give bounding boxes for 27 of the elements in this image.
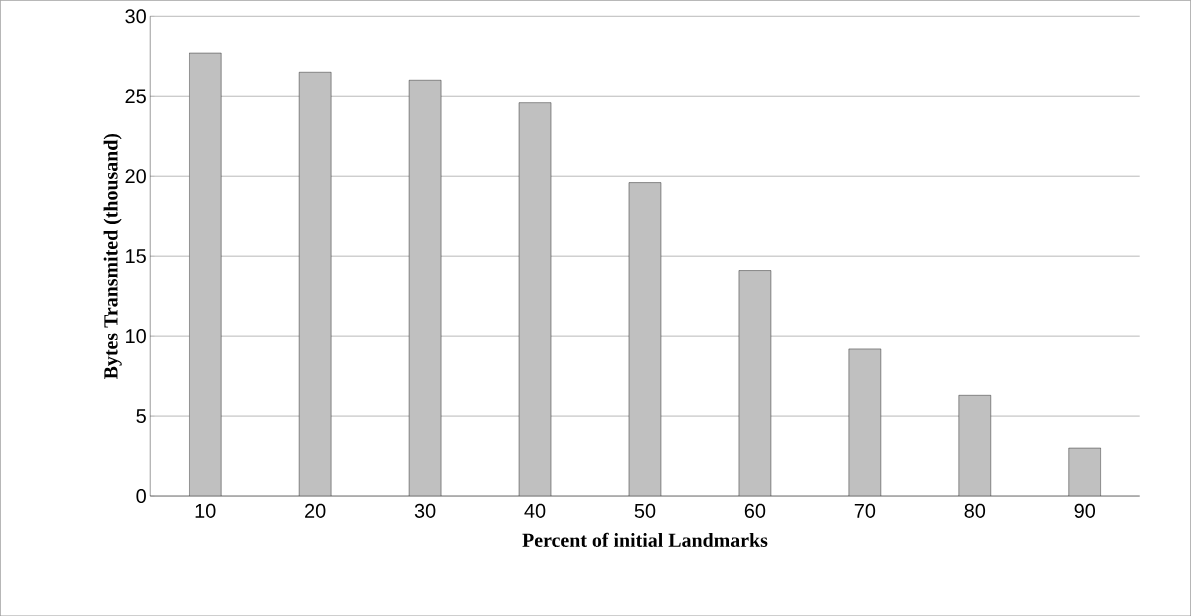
y-tick-label: 20 — [125, 169, 146, 184]
y-tick-label: 5 — [136, 409, 146, 423]
bar — [519, 102, 552, 496]
bar — [628, 182, 661, 496]
x-tick-label: 80 — [964, 503, 986, 518]
x-tick-label: 40 — [524, 503, 546, 518]
y-axis-title: Bytes Transmited (thousand) — [103, 133, 122, 379]
bar — [409, 80, 442, 496]
bar — [1068, 447, 1101, 496]
x-tick-label: 10 — [195, 503, 216, 518]
bar — [738, 270, 771, 496]
x-tick-label: 70 — [854, 503, 876, 518]
x-tick-label: 30 — [414, 503, 436, 518]
y-tick-label: 0 — [136, 488, 146, 503]
y-tick-label: 30 — [125, 9, 146, 24]
x-tick-label: 50 — [634, 503, 656, 518]
x-tick-label: 60 — [744, 503, 766, 518]
y-tick-label: 25 — [125, 89, 146, 104]
x-tick-label: 20 — [305, 503, 326, 518]
bar — [848, 348, 881, 496]
bar — [189, 52, 222, 496]
bar — [299, 72, 332, 496]
bar — [958, 395, 991, 496]
x-axis-title: Percent of initial Landmarks — [522, 532, 768, 547]
x-tick-label: 90 — [1074, 503, 1096, 518]
y-tick-label: 10 — [126, 328, 146, 344]
y-tick-label: 15 — [126, 249, 146, 263]
